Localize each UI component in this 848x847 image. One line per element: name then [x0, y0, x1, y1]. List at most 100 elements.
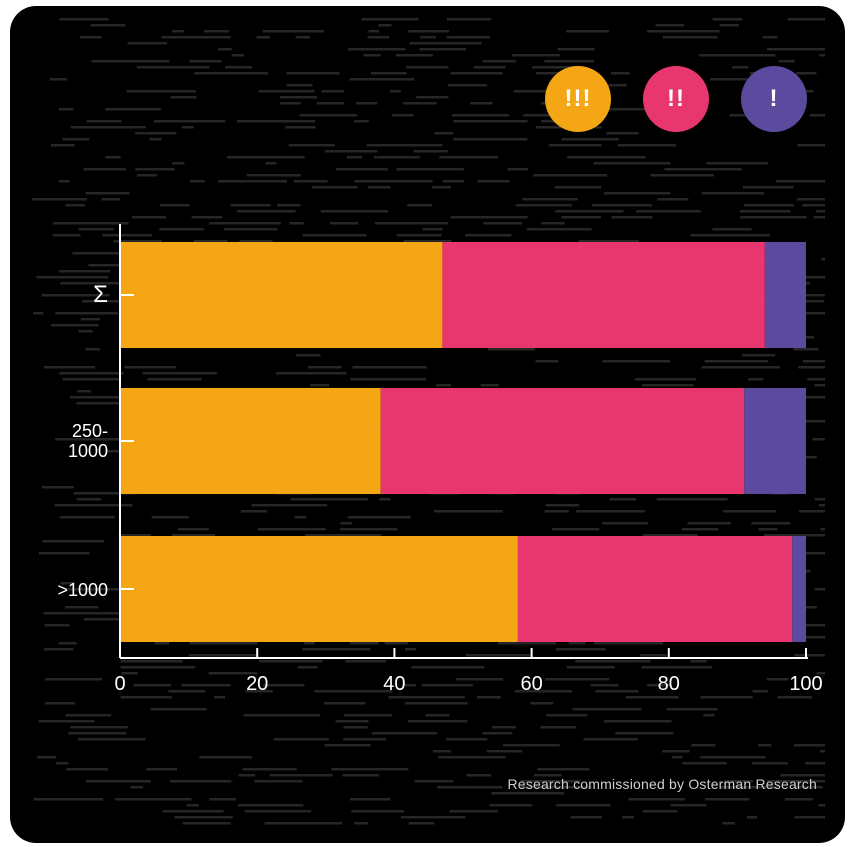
map-dash [345, 660, 387, 663]
map-dash [251, 504, 328, 507]
map-dash [656, 498, 728, 501]
map-dash [751, 522, 791, 525]
map-dash [551, 528, 600, 531]
map-dash [214, 696, 226, 699]
map-dash [802, 360, 825, 363]
map-dash [239, 240, 273, 243]
map-dash [406, 66, 449, 69]
map-dash [724, 780, 754, 783]
map-dash [172, 30, 184, 33]
map-dash [602, 522, 649, 525]
map-dash [204, 30, 230, 33]
map-dash [217, 180, 288, 183]
map-dash [814, 384, 825, 387]
map-dash [687, 522, 731, 525]
x-tick-label: 20 [246, 673, 268, 695]
map-dash [446, 36, 490, 39]
map-dash [820, 528, 825, 531]
map-dash [307, 366, 342, 369]
map-dash [522, 198, 578, 201]
map-dash [575, 660, 651, 663]
map-dash [453, 120, 528, 123]
map-dash [153, 120, 226, 123]
map-dash [349, 798, 391, 801]
map-dash [41, 294, 110, 297]
map-dash [224, 228, 278, 231]
map-dash [794, 654, 825, 657]
bar-segment-critical [120, 242, 443, 348]
map-dash [403, 240, 452, 243]
map-dash [566, 666, 615, 669]
map-dash [276, 372, 347, 375]
map-dash [367, 36, 389, 39]
map-dash [62, 378, 122, 381]
map-dash [174, 816, 233, 819]
bar-segment-high [380, 388, 745, 494]
map-dash [635, 378, 696, 381]
map-dash [821, 258, 825, 261]
map-dash [115, 798, 192, 801]
map-dash [151, 516, 189, 519]
map-dash [59, 18, 109, 21]
map-dash [258, 90, 315, 93]
map-dash [491, 792, 564, 795]
map-dash [171, 534, 216, 537]
legend-symbol-critical: !!! [564, 85, 592, 112]
map-dash [368, 30, 379, 33]
map-dash [662, 750, 690, 753]
map-dash [90, 24, 126, 27]
map-dash [124, 366, 177, 369]
map-dash [414, 780, 454, 783]
map-dash [814, 498, 825, 501]
map-dash [257, 528, 326, 531]
map-dash [744, 204, 794, 207]
map-dash [636, 210, 701, 213]
map-dash [82, 300, 133, 303]
map-dash [320, 210, 389, 213]
map-dash [209, 798, 237, 801]
map-dash [354, 120, 369, 123]
map-dash [142, 372, 217, 375]
map-dash [722, 822, 735, 825]
map-dash [590, 684, 619, 687]
map-dash [700, 756, 766, 759]
map-dash [537, 768, 590, 771]
map-dash [73, 492, 138, 495]
map-dash [304, 642, 315, 645]
map-dash [33, 798, 104, 801]
map-dash [347, 48, 406, 51]
map-dash [264, 822, 343, 825]
map-dash [340, 528, 398, 531]
map-dash [102, 234, 153, 237]
map-dash [408, 822, 435, 825]
map-dash [818, 804, 825, 807]
map-dash [797, 144, 825, 147]
map-dash [68, 732, 127, 735]
map-dash [388, 696, 465, 699]
map-dash [442, 180, 464, 183]
map-dash [161, 36, 231, 39]
map-dash [646, 30, 720, 33]
map-dash [421, 684, 473, 687]
map-dash [105, 108, 161, 111]
map-dash [335, 168, 388, 171]
map-dash [419, 36, 436, 39]
map-dash [666, 708, 718, 711]
map-dash [244, 810, 312, 813]
map-dash [44, 624, 70, 627]
map-dash [814, 588, 825, 591]
map-dash [712, 18, 743, 21]
map-dash [347, 516, 411, 519]
map-dash [439, 156, 499, 159]
map-dash [374, 222, 449, 225]
map-dash [593, 162, 671, 165]
map-dash [70, 726, 129, 729]
map-dash [147, 378, 202, 381]
map-dash [182, 822, 231, 825]
map-dash [62, 138, 90, 141]
map-dash [342, 774, 380, 777]
map-dash [450, 216, 528, 219]
map-dash [545, 504, 580, 507]
map-dash [146, 768, 177, 771]
map-dash [554, 186, 602, 189]
